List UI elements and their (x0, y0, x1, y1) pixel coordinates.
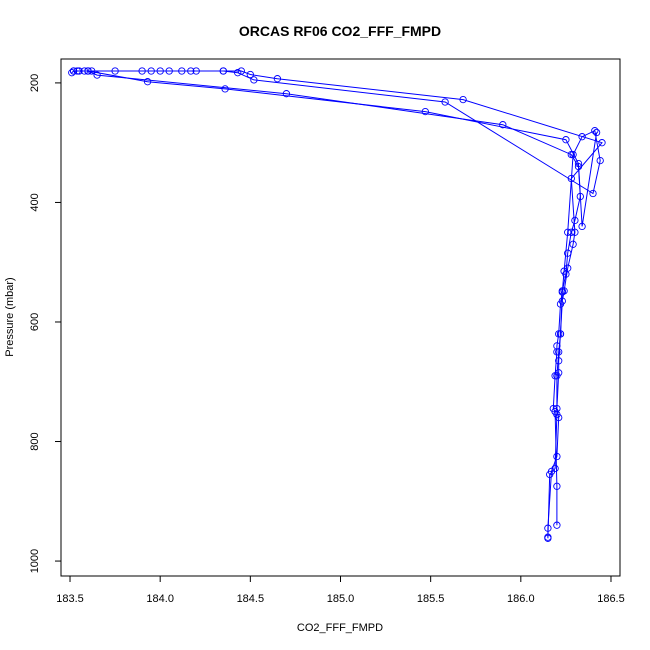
data-point (553, 348, 561, 356)
data-point (592, 128, 601, 137)
data-point (441, 98, 449, 106)
data-point (553, 372, 561, 380)
data-point (219, 67, 227, 75)
data-point (553, 410, 561, 419)
data-point (560, 287, 568, 295)
data-point (560, 267, 568, 275)
data-point (273, 75, 282, 83)
data-point (555, 330, 563, 338)
data-point (551, 464, 559, 473)
plot-frame (60, 58, 621, 577)
data-point (569, 150, 577, 159)
data-point (556, 300, 565, 308)
series-line-1 (71, 70, 603, 538)
data-point (571, 216, 579, 225)
data-point (578, 222, 586, 231)
x-tick-label: 183.5 (56, 593, 84, 605)
x-axis-label: CO2_FFF_FMPD (297, 622, 383, 634)
data-point (546, 470, 554, 479)
data-point (571, 228, 579, 236)
data-point (234, 69, 242, 77)
y-axis-label: Pressure (mbar) (4, 277, 16, 356)
data-point (569, 240, 577, 248)
data-point (589, 189, 597, 198)
data-point (156, 67, 164, 75)
data-point (69, 67, 78, 75)
data-point (250, 76, 258, 84)
data-point (544, 534, 552, 542)
x-tick-label: 186.0 (507, 593, 535, 605)
y-tick-label: 1000 (29, 549, 41, 573)
x-tick-label: 185.0 (327, 593, 355, 605)
data-point (578, 133, 586, 141)
x-axis: 183.5 184.0 184.5 185.0 185.5 186.0 186.5 (56, 575, 625, 605)
data-point (567, 150, 575, 159)
data-point (221, 85, 229, 93)
data-point (246, 70, 254, 79)
data-point (564, 249, 572, 257)
data-point (564, 228, 572, 236)
x-tick-label: 185.5 (417, 593, 445, 605)
data-point (553, 521, 561, 529)
data-point (591, 127, 599, 135)
data-point (555, 348, 563, 356)
data-point (178, 67, 186, 75)
data-point (73, 67, 81, 75)
data-point (187, 67, 195, 75)
data-point (75, 67, 83, 75)
data-point (84, 67, 92, 75)
data-point (421, 107, 429, 116)
data-point (499, 121, 507, 129)
y-tick-label: 200 (29, 74, 41, 92)
x-tick-label: 184.5 (237, 593, 265, 605)
data-point (88, 67, 96, 75)
y-tick-label: 600 (29, 313, 41, 331)
y-tick-label: 800 (29, 432, 41, 450)
x-tick-label: 184.0 (146, 593, 174, 605)
data-point (574, 159, 583, 168)
y-axis: 200 400 600 800 1000 (29, 74, 62, 573)
data-point (80, 67, 89, 75)
chart-title: ORCAS RF06 CO2_FFF_FMPD (239, 23, 441, 39)
data-point (558, 288, 566, 296)
data-point (93, 71, 101, 79)
data-point (551, 372, 559, 380)
y-tick-label: 400 (29, 193, 41, 211)
data-point (143, 78, 152, 86)
data-point (147, 67, 155, 75)
data-point (282, 90, 291, 98)
series-line-2 (77, 70, 601, 539)
data-point (556, 330, 565, 338)
data-point (596, 156, 604, 165)
data-point (68, 69, 76, 77)
data-point (553, 452, 561, 461)
series-layer (68, 67, 606, 542)
data-point (562, 136, 570, 144)
data-point (459, 95, 467, 104)
x-tick-label: 186.5 (597, 593, 625, 605)
data-point (553, 482, 561, 490)
data-point (598, 139, 606, 147)
